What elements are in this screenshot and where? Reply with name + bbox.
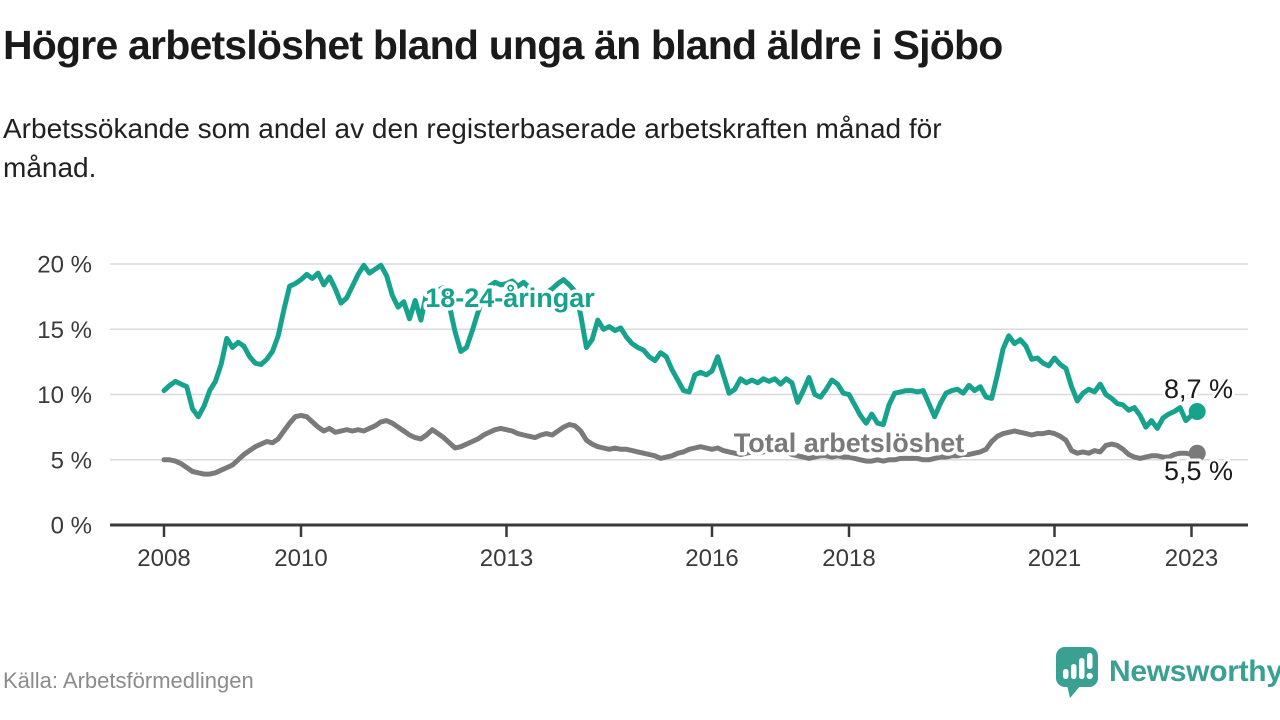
y-tick-label: 10 % bbox=[37, 382, 92, 409]
y-tick-label: 5 % bbox=[51, 447, 92, 474]
y-tick-label: 15 % bbox=[37, 317, 92, 344]
series-lines bbox=[161, 262, 1200, 477]
newsworthy-logo: Newsworthy bbox=[1054, 645, 1280, 699]
annotations: 18-24-åringar Total arbetslöshet 8,7 % 5… bbox=[422, 280, 1236, 490]
newsworthy-wordmark: Newsworthy bbox=[1109, 655, 1280, 688]
series-line-1 bbox=[161, 412, 1200, 477]
x-tick-label: 2023 bbox=[1165, 545, 1218, 572]
y-tick-label: 20 % bbox=[37, 252, 92, 279]
chart-subtitle: Arbetssökande som andel av den registerb… bbox=[3, 113, 942, 183]
newsworthy-speech-bubble-bar-chart-icon bbox=[1056, 647, 1098, 698]
end-value-label-youth: 8,7 % bbox=[1164, 374, 1233, 404]
end-value-label-total: 5,5 % bbox=[1164, 456, 1233, 486]
series-label-youth: 18-24-åringar bbox=[425, 283, 595, 313]
x-tick-label: 2021 bbox=[1028, 545, 1081, 572]
gridlines bbox=[110, 263, 1248, 461]
x-tick-label: 2010 bbox=[274, 545, 327, 572]
x-tick-label: 2008 bbox=[137, 545, 190, 572]
x-tick-label: 2016 bbox=[685, 545, 738, 572]
series-end-dot-0 bbox=[1188, 402, 1206, 420]
x-tick-label: 2013 bbox=[480, 545, 533, 572]
source-note: Källa: Arbetsförmedlingen bbox=[3, 668, 254, 693]
series-end-dot-1 bbox=[1188, 444, 1206, 462]
end-point-dots bbox=[1188, 402, 1206, 462]
y-tick-label: 0 % bbox=[51, 513, 92, 540]
axes: 0 % 5 % 10 % 15 % 20 % 2008 2010 2013 2016 2018 20… bbox=[37, 252, 1248, 572]
series-label-total: Total arbetslöshet bbox=[734, 428, 965, 458]
page-title: Högre arbetslöshet bland unga än bland ä… bbox=[3, 22, 1003, 68]
series-line-0 bbox=[161, 262, 1200, 431]
x-tick-label: 2018 bbox=[822, 545, 875, 572]
